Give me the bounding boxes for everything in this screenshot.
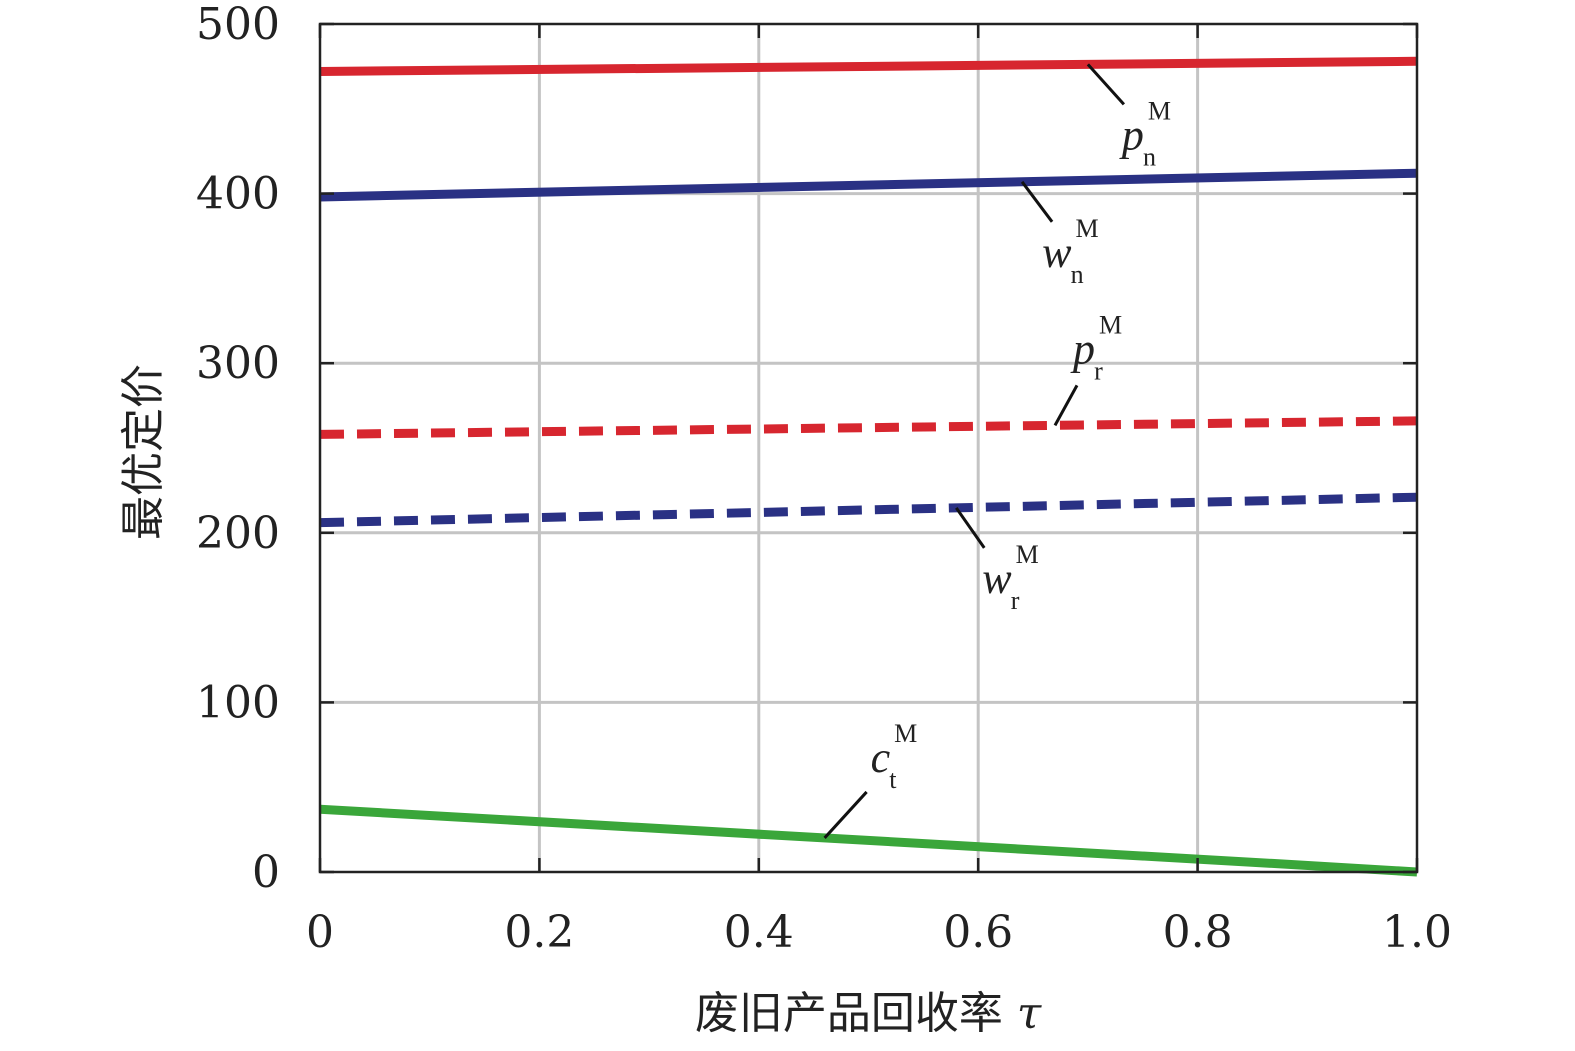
series-line-pr — [319, 416, 1418, 439]
annotation-leader-wn — [1020, 180, 1054, 223]
y-axis-label: 最优定价 — [118, 364, 169, 540]
plot-border — [318, 22, 1419, 874]
y-tick-label-3: 300 — [196, 338, 280, 389]
annotation-symbol-pn: p — [1119, 110, 1144, 159]
x-axis-label-text: 废旧产品回收率 — [695, 988, 1003, 1039]
y-tick-label-4: 400 — [196, 169, 280, 220]
x-tick-label-2: 0.4 — [724, 907, 794, 958]
annotation-sub-wn: n — [1071, 260, 1084, 289]
grid — [320, 24, 1417, 872]
y-tick-label-5: 500 — [196, 0, 280, 50]
y-tick-label-0: 0 — [252, 847, 280, 898]
annotation-sub-ct: t — [889, 765, 897, 794]
annotation-symbol-pr: p — [1070, 324, 1095, 373]
annotation-sub-wr: r — [1011, 586, 1020, 615]
annotation-symbol-ct: c — [871, 733, 891, 782]
annotation-symbol-wn: w — [1042, 228, 1072, 277]
series-line-pn — [319, 56, 1418, 76]
x-tick-label-4: 0.8 — [1163, 907, 1233, 958]
annotation-leader-ct — [823, 790, 868, 839]
y-tick-label-2: 200 — [196, 508, 280, 559]
series-lines — [319, 56, 1418, 877]
series-line-ct — [319, 804, 1418, 877]
annotation-leader-pn — [1086, 63, 1126, 106]
series-line-wn — [319, 168, 1418, 202]
annotation-leader-pr — [1053, 384, 1079, 427]
annotation-sup-pr: M — [1099, 310, 1122, 339]
plot-frame — [318, 22, 1419, 874]
annotation-symbol-wr: w — [982, 554, 1012, 603]
x-tick-label-5: 1.0 — [1382, 907, 1452, 958]
series-line-wr — [319, 492, 1418, 528]
annotation-sub-pr: r — [1094, 356, 1103, 385]
x-axis-label: 废旧产品回收率 τ — [695, 988, 1042, 1039]
x-tick-label-1: 0.2 — [504, 907, 574, 958]
annotation-sup-wn: M — [1075, 214, 1098, 243]
x-tick-label-3: 0.6 — [943, 907, 1013, 958]
x-tick-label-0: 0 — [306, 907, 334, 958]
axis-ticks: 0 100 200 300 400 500 0 0.2 0.4 0.6 0.8 1.0 — [196, 0, 1452, 958]
annotation-leader-wr — [955, 507, 986, 549]
annotation-sub-pn: n — [1143, 142, 1156, 171]
annotation-sup-wr: M — [1016, 540, 1039, 569]
annotation-sup-pn: M — [1148, 96, 1171, 125]
y-tick-label-1: 100 — [196, 677, 280, 728]
annotation-sup-ct: M — [894, 719, 917, 748]
x-axis-symbol: τ — [1017, 988, 1042, 1039]
